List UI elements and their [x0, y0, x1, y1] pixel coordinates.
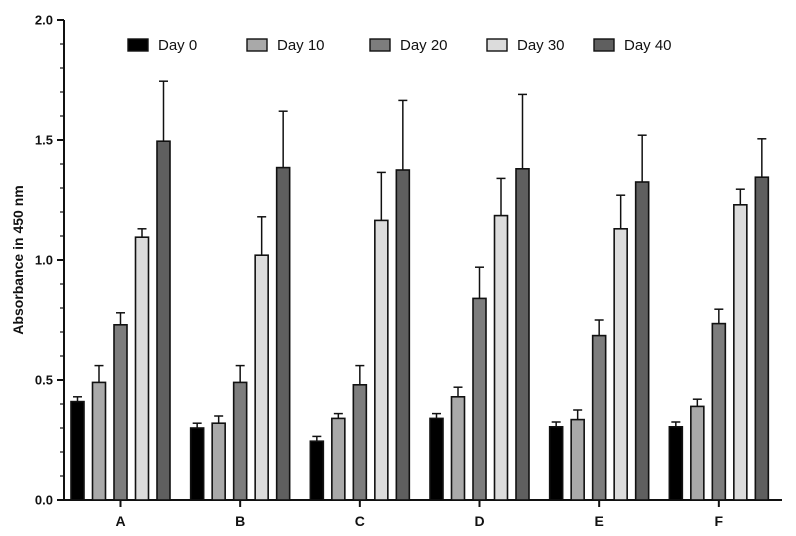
bar-B-day-20: [232, 381, 248, 501]
bar-F-day-40: [754, 176, 770, 501]
legend-label-day-0: Day 0: [158, 37, 197, 54]
legend-swatch-day-0: [127, 38, 149, 52]
bar-B-day-0: [189, 427, 205, 501]
x-tick-label: A: [115, 513, 125, 529]
bar-A-day-20: [113, 323, 128, 501]
bar-C-day-40: [395, 169, 411, 501]
legend-label-day-30: Day 30: [517, 37, 565, 54]
bar-F-day-30: [733, 204, 748, 501]
bar-D-day-30: [493, 214, 509, 501]
bar-C-day-30: [374, 219, 389, 501]
bar-F-day-10: [690, 405, 705, 501]
y-tick-label: 1.5: [35, 133, 53, 148]
y-tick-label: 0.0: [35, 493, 53, 508]
bar-C-day-10: [331, 417, 346, 501]
bar-A-day-40: [156, 140, 171, 501]
bar-A-day-10: [91, 381, 107, 501]
bar-B-day-30: [254, 254, 269, 501]
bar-D-day-10: [450, 395, 466, 501]
bar-B-day-40: [275, 166, 291, 501]
legend-swatch-day-30: [486, 38, 508, 52]
legend-swatch-day-10: [246, 38, 268, 52]
bar-E-day-30: [613, 228, 628, 501]
bar-B-day-10: [211, 422, 226, 501]
bar-D-day-20: [472, 297, 487, 501]
bar-A-day-30: [134, 236, 150, 501]
legend-swatch-day-40: [593, 38, 615, 52]
x-tick-label: D: [474, 513, 484, 529]
bar-C-day-0: [309, 440, 325, 501]
legend-label-day-40: Day 40: [624, 37, 672, 54]
bar-E-day-40: [634, 181, 650, 501]
legend-label-day-20: Day 20: [400, 37, 448, 54]
legend-swatch-day-20: [369, 38, 391, 52]
y-tick-label: 0.5: [35, 373, 53, 388]
bar-F-day-20: [711, 322, 727, 501]
x-tick-label: E: [594, 513, 603, 529]
bar-C-day-20: [352, 383, 368, 501]
y-axis-title: Absorbance in 450 nm: [10, 185, 26, 334]
y-tick-label: 1.0: [35, 253, 53, 268]
bar-D-day-40: [515, 168, 530, 501]
bar-D-day-0: [429, 417, 444, 501]
x-tick-label: B: [235, 513, 245, 529]
bar-E-day-10: [570, 418, 585, 501]
bar-E-day-20: [591, 334, 607, 501]
x-tick-label: C: [355, 513, 365, 529]
x-tick-label: F: [715, 513, 724, 529]
bar-E-day-0: [548, 425, 564, 501]
y-tick-label: 2.0: [35, 13, 53, 28]
legend-label-day-10: Day 10: [277, 37, 325, 54]
bar-F-day-0: [668, 425, 684, 501]
bar-A-day-0: [70, 400, 85, 501]
